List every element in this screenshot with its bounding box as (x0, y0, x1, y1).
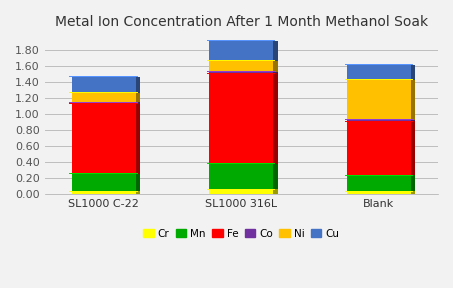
Bar (411, 121, 415, 175)
Bar (345, 64, 413, 65)
Bar (72, 174, 135, 192)
Bar (347, 120, 411, 121)
Bar (72, 104, 135, 174)
Bar (273, 72, 278, 73)
Bar (345, 175, 413, 176)
Bar (135, 174, 140, 192)
Bar (347, 65, 411, 80)
Bar (273, 41, 278, 61)
Bar (207, 60, 275, 61)
Bar (72, 77, 135, 92)
Bar (347, 175, 411, 192)
Bar (209, 189, 273, 194)
Bar (72, 102, 135, 104)
Bar (207, 40, 275, 41)
Bar (69, 103, 138, 104)
Bar (209, 164, 273, 189)
Bar (411, 120, 415, 121)
Bar (207, 73, 275, 74)
Bar (347, 192, 411, 194)
Bar (209, 61, 273, 72)
Bar (345, 79, 413, 80)
Bar (209, 41, 273, 61)
Bar (411, 65, 415, 80)
Title: Metal Ion Concentration After 1 Month Methanol Soak: Metal Ion Concentration After 1 Month Me… (55, 15, 428, 29)
Bar (345, 119, 413, 120)
Bar (135, 102, 140, 104)
Bar (69, 76, 138, 77)
Bar (207, 163, 275, 164)
Legend: Cr, Mn, Fe, Co, Ni, Cu: Cr, Mn, Fe, Co, Ni, Cu (139, 225, 343, 243)
Bar (69, 92, 138, 93)
Bar (411, 175, 415, 192)
Bar (207, 189, 275, 190)
Bar (273, 73, 278, 164)
Bar (69, 102, 138, 103)
Bar (69, 173, 138, 174)
Bar (135, 192, 140, 194)
Bar (273, 164, 278, 189)
Bar (411, 192, 415, 194)
Bar (209, 73, 273, 164)
Bar (347, 121, 411, 175)
Bar (72, 92, 135, 102)
Bar (347, 80, 411, 120)
Bar (135, 77, 140, 92)
Bar (135, 92, 140, 102)
Bar (209, 72, 273, 73)
Bar (411, 80, 415, 120)
Bar (135, 104, 140, 174)
Bar (69, 191, 138, 192)
Bar (345, 121, 413, 122)
Bar (207, 71, 275, 72)
Bar (345, 191, 413, 192)
Bar (72, 192, 135, 194)
Bar (273, 189, 278, 194)
Bar (273, 61, 278, 72)
